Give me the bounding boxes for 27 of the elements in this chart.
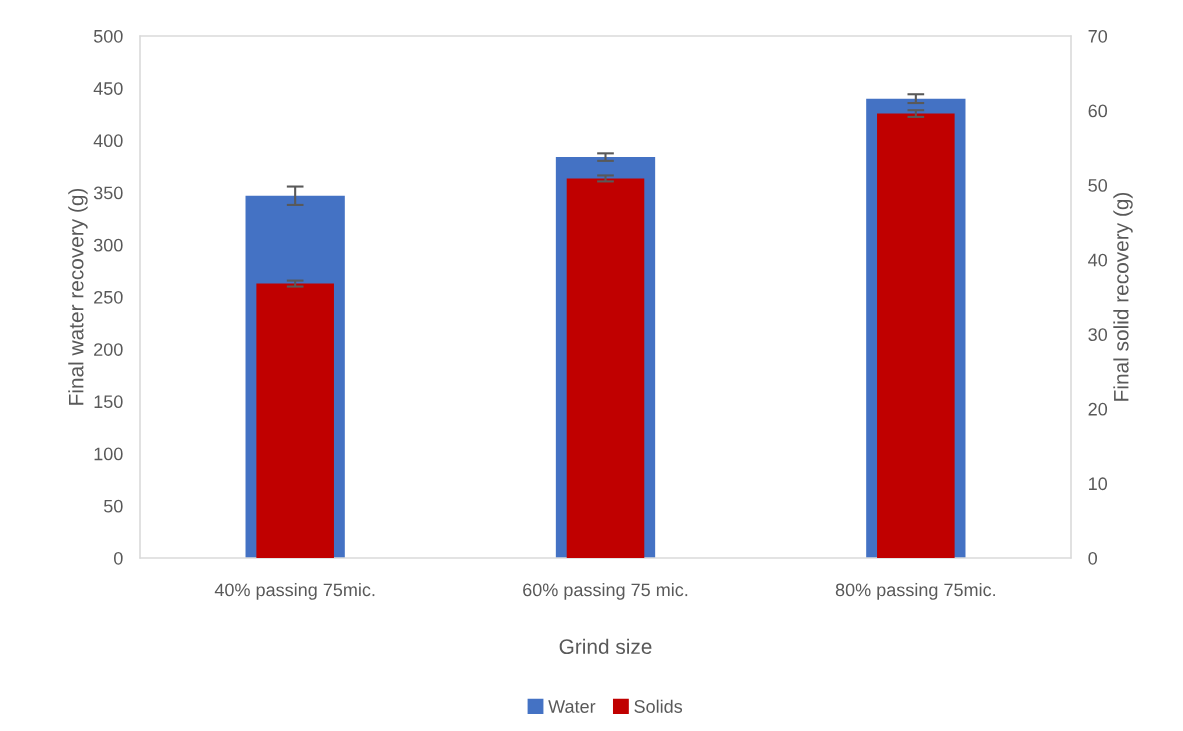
x-tick-label: 60% passing 75 mic. <box>523 583 688 600</box>
y-axis-title: Final water recovery (g) <box>68 188 88 405</box>
y-tick-label: 450 <box>93 82 123 95</box>
y-tick-label: 400 <box>93 134 123 148</box>
y-tick-label: 150 <box>94 395 123 409</box>
x-tick-label: 40% passing 75mic. <box>214 583 375 600</box>
y-tick-label: 350 <box>93 186 123 200</box>
y-tick-label: 300 <box>93 238 123 252</box>
y-tick-label: 50 <box>103 499 123 513</box>
y2-tick-label: 60 <box>1088 104 1108 118</box>
y2-tick-label: 70 <box>1088 29 1108 43</box>
x-tick-label: 80% passing 75mic. <box>835 583 995 600</box>
y2-tick-label: 10 <box>1089 477 1108 491</box>
legend-label: Water <box>548 700 596 713</box>
y2-tick-label: 0 <box>1088 551 1097 565</box>
y2-tick-label: 30 <box>1088 328 1108 342</box>
y-tick-label: 250 <box>94 290 123 304</box>
y2-tick-label: 40 <box>1088 253 1108 267</box>
y2-tick-label: 20 <box>1088 402 1108 416</box>
y-tick-label: 500 <box>93 29 123 43</box>
y-tick-label: 100 <box>94 447 123 461</box>
x-axis-title: Grind size <box>559 638 652 655</box>
y-tick-label: 200 <box>94 343 123 356</box>
y2-tick-label: 50 <box>1088 179 1108 192</box>
legend-label: Solids <box>634 699 683 713</box>
y-tick-label: 0 <box>114 551 123 565</box>
y2-axis-title: Final solid recovery (g) <box>1113 192 1133 401</box>
